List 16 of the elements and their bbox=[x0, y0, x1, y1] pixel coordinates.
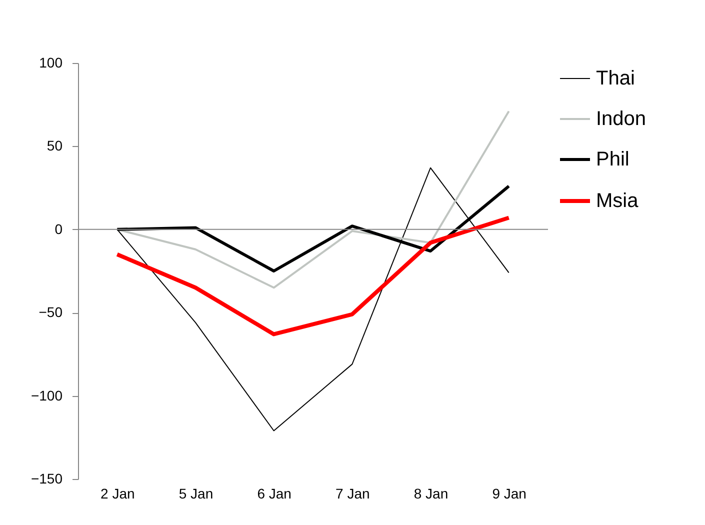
legend-label: Indon bbox=[596, 108, 646, 130]
x-tick-label: 5 Jan bbox=[178, 486, 214, 502]
legend-label: Thai bbox=[596, 68, 635, 90]
y-tick-label: −50 bbox=[38, 304, 63, 320]
y-tick-label: −100 bbox=[30, 387, 63, 404]
x-tick-label: 9 Jan bbox=[492, 486, 526, 502]
y-tick-label: 0 bbox=[54, 220, 63, 237]
x-tick-label: 8 Jan bbox=[414, 486, 448, 502]
y-tick-label: 50 bbox=[46, 138, 63, 154]
y-tick-label: −150 bbox=[30, 470, 63, 486]
x-tick-label: 2 Jan bbox=[100, 486, 135, 502]
legend-label: Msia bbox=[596, 190, 640, 212]
legend-label: Phil bbox=[596, 148, 630, 170]
x-tick-label: 7 Jan bbox=[336, 486, 370, 502]
x-tick-label: 6 Jan bbox=[257, 486, 292, 502]
y-tick-label: 100 bbox=[39, 54, 63, 70]
